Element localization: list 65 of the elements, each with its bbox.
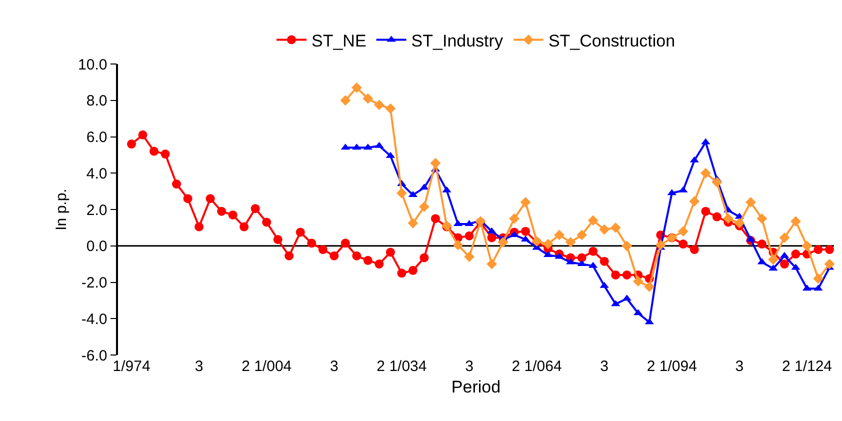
point bbox=[430, 158, 441, 168]
x-tick-label: 3 bbox=[735, 358, 744, 375]
point bbox=[452, 240, 464, 250]
point bbox=[554, 230, 565, 240]
x-tick-label: 3 bbox=[465, 358, 474, 375]
point bbox=[756, 213, 768, 224]
legend-label: ST_Industry bbox=[411, 31, 504, 50]
point bbox=[790, 216, 801, 227]
x-tick-label: 2 1/124 bbox=[782, 358, 832, 375]
point bbox=[689, 196, 700, 207]
point bbox=[588, 215, 598, 226]
point bbox=[622, 240, 632, 252]
legend-label: ST_NE bbox=[312, 31, 366, 50]
x-tick-label: 2 1/034 bbox=[376, 358, 427, 375]
point bbox=[712, 177, 722, 188]
point bbox=[745, 197, 756, 208]
point bbox=[351, 82, 362, 93]
point bbox=[464, 252, 474, 262]
point bbox=[610, 222, 621, 233]
y-tick-label: -4.0 bbox=[81, 310, 108, 328]
point bbox=[734, 218, 745, 228]
point bbox=[700, 168, 711, 178]
point bbox=[678, 226, 688, 237]
point bbox=[520, 197, 531, 208]
point bbox=[385, 103, 396, 114]
y-tick-label: 8.0 bbox=[86, 92, 108, 110]
legend-label: ST_Construction bbox=[548, 31, 676, 50]
x-tick-label: 2 1/094 bbox=[646, 358, 697, 375]
x-tick-label: 3 bbox=[330, 358, 338, 375]
point bbox=[824, 258, 835, 270]
point bbox=[655, 240, 666, 250]
y-tick-label: -2.0 bbox=[81, 274, 108, 292]
point bbox=[396, 188, 407, 198]
point bbox=[542, 238, 554, 250]
point bbox=[408, 218, 418, 228]
point bbox=[632, 276, 644, 287]
point bbox=[768, 254, 778, 265]
y-tick-label: -6.0 bbox=[81, 347, 108, 364]
point bbox=[576, 230, 588, 240]
x-tick-label: 3 bbox=[194, 358, 204, 375]
point bbox=[509, 213, 520, 224]
point bbox=[419, 202, 430, 212]
y-tick-label: 2.0 bbox=[86, 202, 108, 219]
point bbox=[779, 232, 790, 243]
point bbox=[486, 258, 497, 270]
y-tick-label: 10.0 bbox=[78, 56, 108, 74]
point bbox=[498, 237, 508, 248]
x-tick-label: 2 1/064 bbox=[512, 358, 562, 375]
point bbox=[599, 224, 610, 235]
y-tick-label: 0.0 bbox=[86, 238, 108, 256]
point bbox=[340, 95, 351, 106]
y-axis-title: In p.p. bbox=[52, 188, 70, 230]
y-tick-label: 4.0 bbox=[86, 165, 108, 182]
y-tick-label: 6.0 bbox=[86, 129, 108, 146]
point bbox=[374, 100, 384, 110]
x-tick-label: 2 1/004 bbox=[242, 358, 292, 375]
point bbox=[362, 93, 374, 104]
point bbox=[802, 240, 812, 252]
point bbox=[722, 213, 734, 224]
x-axis-title: Period bbox=[451, 377, 501, 396]
point bbox=[644, 282, 655, 292]
x-tick-label: 3 bbox=[600, 358, 609, 375]
point bbox=[565, 237, 576, 248]
point bbox=[813, 273, 824, 284]
x-tick-label: 1/974 bbox=[112, 358, 150, 375]
